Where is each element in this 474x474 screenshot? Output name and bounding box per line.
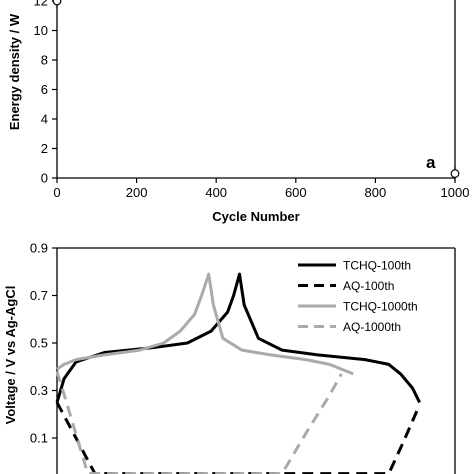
panel-b-y-axis-title: Voltage / V vs Ag-AgCl xyxy=(3,286,18,425)
panel-b-y-tick-label: 0.3 xyxy=(30,383,48,398)
panel-b-legend: TCHQ-100th AQ-100th TCHQ-1000th AQ-1000th xyxy=(298,259,418,334)
panel-a-y-tick-label: 8 xyxy=(41,53,48,68)
panel-b-series-line-aq-100th xyxy=(55,401,421,474)
panel-a-y-tick-label: 6 xyxy=(41,82,48,97)
panel-b-series-line-tchq-1000th xyxy=(56,272,354,376)
legend-label-aq-100th: AQ-100th xyxy=(343,279,394,293)
panel-b-y-tick-label: 0.5 xyxy=(30,336,48,351)
panel-a-data-point xyxy=(450,169,460,178)
panel-a-y-tick-label: 12 xyxy=(34,0,48,9)
panel-a-x-tick-label: 400 xyxy=(205,185,227,200)
panel-b-voltage-profile: 0.10.30.50.70.9 TCHQ-100thAQ-100thTCHQ-1… xyxy=(3,241,456,474)
panel-a-points xyxy=(52,0,460,181)
panel-a-data-point xyxy=(52,0,62,6)
legend-label-tchq-1000th: TCHQ-1000th xyxy=(343,300,418,314)
panel-b-series-line-aq-1000th xyxy=(55,371,343,474)
panel-a-y-ticks: 0 2 4 6 8 10 12 xyxy=(34,0,57,186)
panel-b-y-tick-label: 0.1 xyxy=(30,431,48,446)
panel-a-y-tick-label: 2 xyxy=(41,141,48,156)
panel-a-x-ticks: 0 200 400 600 800 1000 xyxy=(53,178,469,200)
panel-b-series-line-tchq-100th xyxy=(55,272,421,404)
panel-a-label: a xyxy=(426,153,436,172)
panel-a-y-tick-label: 10 xyxy=(34,23,48,38)
panel-a-x-axis-title: Cycle Number xyxy=(212,209,299,224)
panel-a-y-axis-title: Energy density / W xyxy=(7,13,22,130)
panel-a-x-tick-label: 800 xyxy=(365,185,387,200)
panel-a-x-tick-label: 600 xyxy=(285,185,307,200)
panel-b-y-tick-label: 0.9 xyxy=(30,241,48,256)
panel-a-energy-density: 0 2 4 6 8 10 12 0 200 400 600 800 1000 a Cycle Numb… xyxy=(7,0,469,224)
legend-label-tchq-100th: TCHQ-100th xyxy=(343,259,411,273)
panel-a-y-tick-label: 0 xyxy=(41,171,48,186)
panel-a-y-tick-label: 4 xyxy=(41,112,48,127)
panel-a-x-tick-label: 0 xyxy=(53,185,60,200)
legend-label-aq-1000th: AQ-1000th xyxy=(343,320,401,334)
panel-a-x-tick-label: 200 xyxy=(126,185,148,200)
panel-b-y-ticks: 0.1 0.3 0.5 0.7 0.9 xyxy=(30,241,57,446)
panel-b-y-tick-label: 0.7 xyxy=(30,288,48,303)
panel-a-x-tick-label: 1000 xyxy=(441,185,470,200)
